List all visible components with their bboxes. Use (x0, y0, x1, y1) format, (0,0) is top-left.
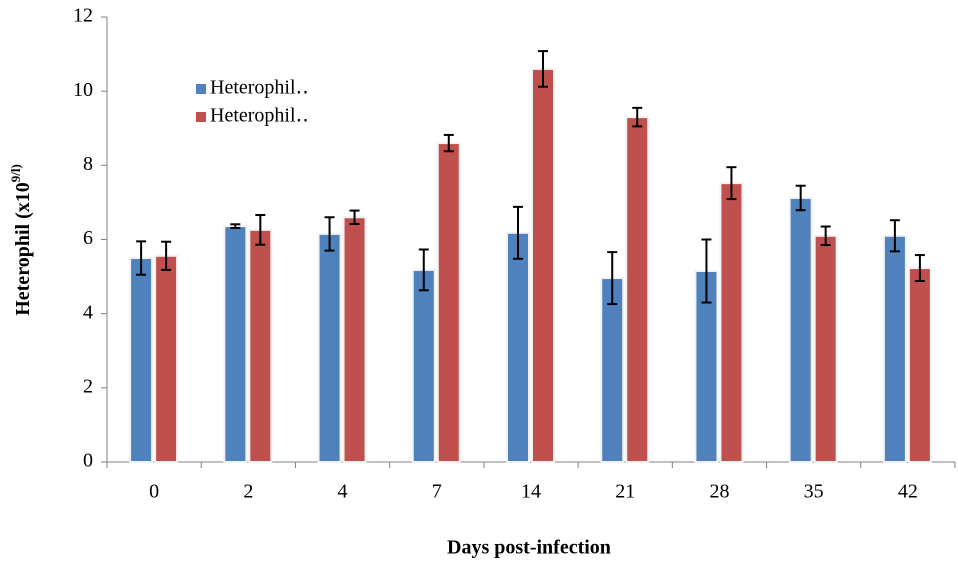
x-tick-label: 2 (243, 481, 253, 503)
y-axis-label-main: Heterophil (x10 (12, 182, 34, 316)
bar (248, 228, 273, 463)
bar (625, 116, 650, 463)
x-tick-label: 7 (432, 481, 442, 503)
x-tick-label: 4 (338, 481, 348, 503)
x-tick-label: 21 (615, 481, 635, 503)
y-axis-label-sup: 9/l) (8, 164, 23, 182)
y-tick-label: 8 (83, 153, 93, 175)
bar (223, 225, 248, 463)
legend-label: Heterophil‥ (210, 105, 309, 127)
bar (907, 267, 932, 463)
x-tick-label: 28 (709, 481, 729, 503)
bar (317, 232, 342, 463)
bar (436, 142, 461, 463)
bar (788, 196, 813, 463)
legend-label: Heterophil‥ (210, 77, 309, 99)
bar (411, 268, 436, 463)
bar (129, 257, 154, 463)
bar (531, 67, 555, 464)
bar (342, 216, 367, 463)
x-tick-label: 35 (804, 481, 824, 503)
y-tick-label: 12 (73, 5, 93, 27)
y-tick-label: 4 (83, 301, 93, 323)
x-tick-label: 14 (521, 481, 541, 503)
legend-swatch (196, 84, 206, 94)
bar (813, 234, 838, 463)
bar (154, 254, 179, 463)
x-tick-label: 0 (149, 481, 159, 503)
x-axis-label: Days post-infection (447, 537, 611, 559)
y-tick-label: 0 (83, 450, 93, 472)
y-tick-label: 2 (83, 375, 93, 397)
bar (506, 231, 530, 463)
y-axis-label: Heterophil (x109/l) (8, 164, 34, 316)
y-tick-label: 10 (73, 79, 93, 101)
legend-swatch (196, 112, 206, 122)
x-tick-label: 42 (898, 481, 918, 503)
y-tick-label: 6 (83, 227, 93, 249)
bar (882, 234, 907, 463)
bar (600, 277, 625, 464)
bar (719, 182, 744, 463)
